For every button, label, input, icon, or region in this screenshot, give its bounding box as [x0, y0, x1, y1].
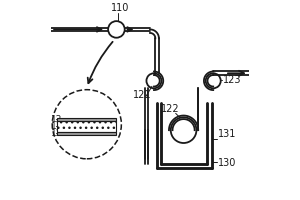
Text: 12: 12	[51, 115, 63, 124]
Bar	[57, 118, 116, 121]
Bar	[157, 139, 211, 168]
Bar	[57, 121, 116, 132]
Text: 130: 130	[218, 158, 236, 168]
Text: 110: 110	[111, 3, 130, 13]
Circle shape	[171, 117, 196, 143]
Bar	[57, 132, 116, 135]
Text: 11: 11	[51, 122, 63, 131]
Text: 131: 131	[218, 129, 236, 139]
Text: 121: 121	[133, 90, 151, 100]
Text: 122: 122	[161, 104, 180, 114]
Text: 123: 123	[223, 75, 242, 85]
Text: 12: 12	[51, 129, 63, 138]
